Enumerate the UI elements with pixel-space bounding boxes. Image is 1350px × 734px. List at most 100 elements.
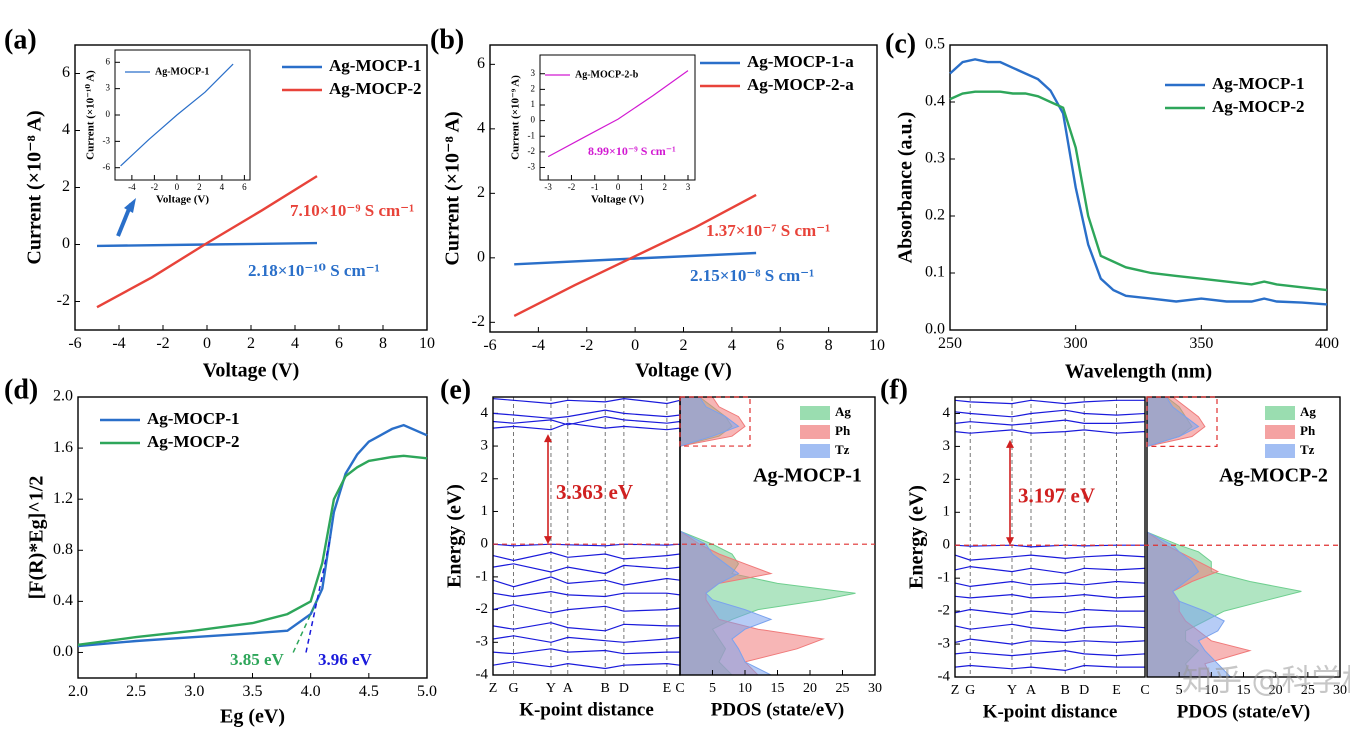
y-tick-label: 0 xyxy=(106,109,111,119)
x-tick-label: 30 xyxy=(868,681,882,696)
legend-label: Ag xyxy=(835,404,851,419)
y-tick-label: 0 xyxy=(531,115,536,125)
x-tick-label: 5.0 xyxy=(417,683,437,700)
x-tick-label: 4 xyxy=(291,335,299,352)
kpoint-label: B xyxy=(1061,683,1070,698)
x-tick-label: 4.0 xyxy=(301,683,321,700)
annotation: 2.15×10⁻⁸ S cm⁻¹ xyxy=(690,266,814,285)
x-axis-label: K-point distance xyxy=(983,701,1118,722)
pdos-x-label: PDOS (state/eV) xyxy=(1177,701,1311,722)
band xyxy=(954,608,1145,616)
x-tick-label: 0 xyxy=(631,337,639,354)
watermark: 知乎 @科学材料站 xyxy=(1182,664,1350,699)
kpoint-label: G xyxy=(509,681,519,696)
legend-label: Ag-MOCP-1 xyxy=(1212,74,1305,93)
x-tick-label: 300 xyxy=(1064,335,1088,352)
cbm-box xyxy=(679,396,751,447)
x-tick-label: 5 xyxy=(709,681,716,696)
x-tick-label: 10 xyxy=(869,337,885,354)
x-tick-label: 30 xyxy=(1333,683,1347,698)
band xyxy=(954,623,1146,632)
band xyxy=(954,580,1146,588)
annotation: 2.18×10⁻¹⁰ S cm⁻¹ xyxy=(248,261,380,280)
band xyxy=(492,590,681,598)
y-tick-label: -3 xyxy=(938,635,951,651)
kpoint-label: E xyxy=(1112,683,1121,698)
x-tick-label: 2 xyxy=(247,335,255,352)
fit-line xyxy=(305,537,332,653)
y-tick-label: -2 xyxy=(528,146,536,156)
x-tick-label: 3.5 xyxy=(243,683,263,700)
y-tick-label: 2 xyxy=(943,471,951,487)
legend-label: Ph xyxy=(1300,423,1316,438)
x-tick-label: 8 xyxy=(825,337,833,354)
inset-x-label: Voltage (V) xyxy=(591,194,644,206)
y-tick-label: 4 xyxy=(943,405,951,421)
band xyxy=(492,604,681,614)
x-axis-label: Voltage (V) xyxy=(203,360,299,382)
annotation: 8.99×10⁻⁹ S cm⁻¹ xyxy=(588,144,676,158)
inset-frame xyxy=(539,54,696,181)
y-tick-label: 4 xyxy=(477,120,485,137)
y-tick-label: 3 xyxy=(481,437,489,453)
x-tick-label: -1 xyxy=(591,182,599,192)
y-tick-label: 1.2 xyxy=(53,490,73,507)
pdos-label: Ag-MOCP-2 xyxy=(1219,465,1328,487)
y-tick-label: 2 xyxy=(481,470,489,486)
pointer-arrow-head xyxy=(124,198,136,213)
data-line xyxy=(96,175,318,309)
band xyxy=(492,409,681,419)
x-tick-label: 10 xyxy=(738,681,752,696)
data-line xyxy=(949,90,1328,292)
x-tick-label: 10 xyxy=(1204,683,1218,698)
y-tick-label: -3 xyxy=(103,135,111,145)
y-tick-label: 0 xyxy=(481,536,489,552)
kpoint-label: D xyxy=(619,681,629,696)
y-tick-label: -3 xyxy=(476,634,489,650)
data-line xyxy=(949,58,1328,306)
kpoint-label: A xyxy=(563,681,574,696)
band xyxy=(492,635,681,643)
kpoint-label: E xyxy=(663,681,672,696)
y-tick-label: 1 xyxy=(943,504,951,520)
legend-label: Tz xyxy=(835,442,850,457)
x-tick-label: -2 xyxy=(568,182,576,192)
y-tick-label: -1 xyxy=(528,130,536,140)
legend-swatch xyxy=(800,425,830,439)
x-tick-label: 4 xyxy=(220,182,225,192)
y-tick-label: 6 xyxy=(62,64,70,81)
data-line xyxy=(514,251,757,266)
fit-line xyxy=(292,601,318,653)
band xyxy=(954,649,1146,657)
y-tick-label: 0.5 xyxy=(925,36,945,53)
y-axis-label: Current (×10⁻⁸ A) xyxy=(442,111,464,265)
x-axis-label: Eg (eV) xyxy=(220,706,285,728)
y-tick-label: 3 xyxy=(106,83,111,93)
data-line xyxy=(547,70,689,158)
legend-label: Ag-MOCP-1 xyxy=(329,56,422,75)
plot-frame xyxy=(492,396,681,676)
x-tick-label: 0 xyxy=(203,335,211,352)
x-tick-label: 0 xyxy=(616,182,621,192)
x-tick-label: 0 xyxy=(175,182,180,192)
panel-label: (a) xyxy=(4,24,37,55)
x-tick-label: -4 xyxy=(128,182,136,192)
band xyxy=(492,422,681,431)
pdos-area xyxy=(679,530,773,676)
x-tick-label: 400 xyxy=(1315,335,1339,352)
y-tick-label: 6 xyxy=(477,55,485,72)
pdos-area xyxy=(1146,531,1232,678)
y-tick-label: 2.0 xyxy=(53,388,73,405)
data-line xyxy=(120,63,234,167)
kpoint-label: A xyxy=(1026,683,1037,698)
legend-label: Ag xyxy=(1300,404,1316,419)
gap-label: 3.197 eV xyxy=(1018,483,1095,507)
x-tick-label: 20 xyxy=(1269,683,1283,698)
pdos-label: Ag-MOCP-1 xyxy=(753,465,862,487)
y-tick-label: 0.0 xyxy=(925,321,945,338)
x-tick-label: 4.5 xyxy=(359,683,379,700)
inset-y-label: Current (×10⁻¹⁰ A) xyxy=(85,70,97,160)
band xyxy=(954,399,1145,405)
x-tick-label: 250 xyxy=(938,335,962,352)
plot-frame xyxy=(954,396,1146,678)
